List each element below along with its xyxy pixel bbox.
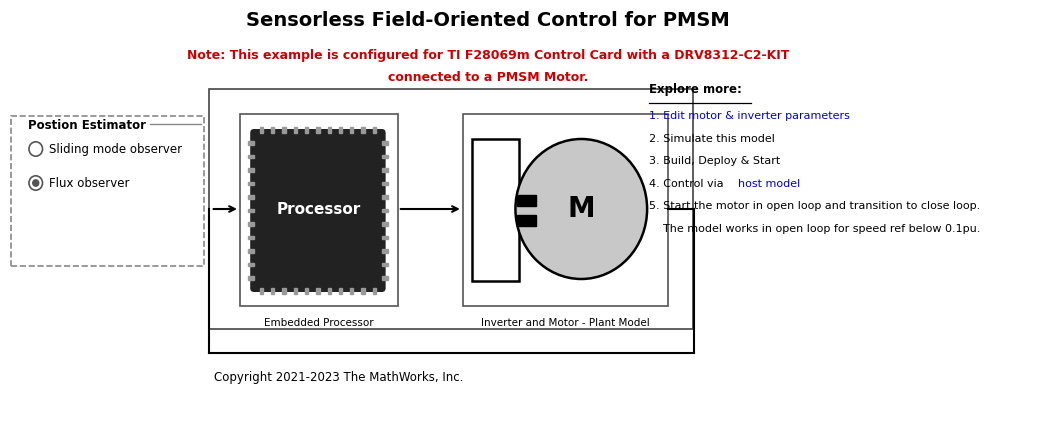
Circle shape bbox=[516, 139, 647, 279]
Bar bbox=[517, 215, 537, 226]
Bar bbox=[317, 288, 320, 294]
Bar bbox=[328, 288, 331, 294]
Bar bbox=[248, 209, 254, 212]
Text: connected to a PMSM Motor.: connected to a PMSM Motor. bbox=[388, 71, 589, 84]
Bar bbox=[328, 127, 331, 133]
Text: 3. Build, Deploy & Start: 3. Build, Deploy & Start bbox=[649, 156, 781, 166]
Bar bbox=[248, 141, 254, 145]
Bar bbox=[248, 155, 254, 158]
Text: M: M bbox=[568, 195, 595, 223]
Bar bbox=[382, 182, 388, 185]
Bar bbox=[382, 276, 388, 280]
Circle shape bbox=[29, 142, 43, 156]
Bar bbox=[338, 127, 343, 133]
Text: Embedded Processor: Embedded Processor bbox=[264, 318, 374, 328]
Bar bbox=[361, 288, 364, 294]
Bar bbox=[294, 127, 297, 133]
Bar bbox=[248, 236, 254, 239]
Bar bbox=[305, 288, 308, 294]
Text: Note: This example is configured for TI F28069m Control Card with a DRV8312-C2-K: Note: This example is configured for TI … bbox=[187, 49, 789, 62]
Bar bbox=[294, 288, 297, 294]
Bar bbox=[248, 182, 254, 185]
Bar bbox=[382, 195, 388, 199]
Bar bbox=[382, 222, 388, 226]
Bar bbox=[472, 139, 519, 281]
Bar bbox=[248, 168, 254, 172]
Bar bbox=[260, 127, 264, 133]
Bar bbox=[382, 141, 388, 145]
Bar bbox=[382, 236, 388, 239]
Bar bbox=[248, 222, 254, 226]
Text: Processor: Processor bbox=[277, 202, 361, 216]
Bar bbox=[240, 114, 398, 306]
Text: Inverter and Motor - Plant Model: Inverter and Motor - Plant Model bbox=[481, 318, 650, 328]
Text: Sensorless Field-Oriented Control for PMSM: Sensorless Field-Oriented Control for PM… bbox=[246, 11, 730, 30]
Circle shape bbox=[33, 180, 38, 186]
Text: 4. Control via: 4. Control via bbox=[649, 179, 728, 189]
Bar bbox=[382, 249, 388, 253]
Bar bbox=[248, 249, 254, 253]
Text: 5. Start the motor in open loop and transition to close loop.: 5. Start the motor in open loop and tran… bbox=[649, 201, 980, 211]
Bar bbox=[282, 288, 285, 294]
Bar bbox=[373, 288, 376, 294]
Bar bbox=[350, 288, 354, 294]
Text: Sliding mode observer: Sliding mode observer bbox=[49, 142, 182, 155]
Text: 1. Edit motor & inverter parameters: 1. Edit motor & inverter parameters bbox=[649, 111, 850, 121]
Text: Explore more:: Explore more: bbox=[649, 83, 742, 96]
Bar bbox=[338, 288, 343, 294]
Text: host model: host model bbox=[738, 179, 800, 189]
Circle shape bbox=[29, 176, 43, 190]
Bar bbox=[282, 127, 285, 133]
Text: Postion Estimator: Postion Estimator bbox=[28, 119, 146, 132]
FancyBboxPatch shape bbox=[11, 116, 204, 266]
Bar bbox=[317, 127, 320, 133]
Bar bbox=[260, 288, 264, 294]
Text: The model works in open loop for speed ref below 0.1pu.: The model works in open loop for speed r… bbox=[649, 224, 980, 234]
Bar bbox=[248, 263, 254, 266]
Bar bbox=[382, 209, 388, 212]
Bar bbox=[350, 127, 354, 133]
Bar bbox=[463, 114, 667, 306]
Bar bbox=[248, 195, 254, 199]
Bar bbox=[248, 276, 254, 280]
Bar bbox=[517, 195, 537, 206]
Text: Flux observer: Flux observer bbox=[49, 176, 130, 189]
FancyBboxPatch shape bbox=[250, 129, 386, 292]
Text: 2. Simulate this model: 2. Simulate this model bbox=[649, 133, 775, 144]
Bar bbox=[271, 288, 274, 294]
Bar bbox=[373, 127, 376, 133]
Bar bbox=[382, 155, 388, 158]
Bar bbox=[209, 89, 693, 329]
Bar bbox=[382, 168, 388, 172]
Bar bbox=[361, 127, 364, 133]
Bar bbox=[305, 127, 308, 133]
Bar bbox=[382, 263, 388, 266]
Bar bbox=[271, 127, 274, 133]
Text: Copyright 2021-2023 The MathWorks, Inc.: Copyright 2021-2023 The MathWorks, Inc. bbox=[214, 370, 463, 384]
